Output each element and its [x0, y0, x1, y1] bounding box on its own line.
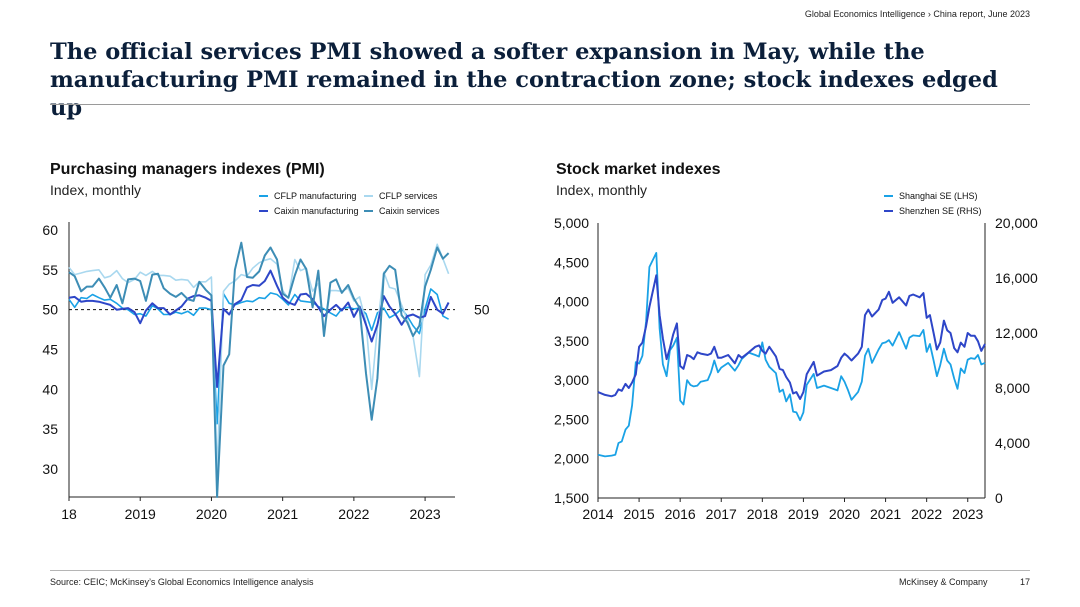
- pmi-series-caixin-services: [68, 241, 450, 498]
- page-title: The official services PMI showed a softe…: [50, 39, 998, 121]
- stock-left-tick-label: 4,000: [554, 294, 589, 310]
- stock-x-tick-label: 2023: [952, 506, 983, 522]
- pmi-reference-label: 50: [474, 302, 490, 318]
- pmi-series-cflp-manufacturing: [68, 288, 449, 425]
- pmi-y-tick-label: 40: [42, 381, 58, 397]
- page-number: 17: [1020, 577, 1031, 587]
- pmi-legend-label: CFLP services: [379, 191, 438, 201]
- pmi-y-tick-label: 50: [42, 302, 58, 318]
- stock-chart-subtitle: Index, monthly: [556, 182, 648, 198]
- stock-x-tick-label: 2016: [665, 506, 696, 522]
- stock-right-tick-label: 4,000: [995, 435, 1030, 451]
- pmi-x-tick-label: 2020: [196, 506, 227, 522]
- stock-legend-label: Shenzhen SE (RHS): [899, 206, 982, 216]
- stock-x-tick-label: 2017: [706, 506, 737, 522]
- stock-x-tick-label: 2020: [829, 506, 860, 522]
- stock-left-tick-label: 5,000: [554, 215, 589, 231]
- pmi-legend-label: Caixin manufacturing: [274, 206, 359, 216]
- pmi-y-tick-label: 45: [42, 342, 58, 358]
- stock-left-tick-label: 4,500: [554, 254, 589, 270]
- pmi-legend-label: Caixin services: [379, 206, 440, 216]
- pmi-x-tick-label: 2019: [125, 506, 156, 522]
- pmi-y-tick-label: 35: [42, 421, 58, 437]
- stock-right-tick-label: 0: [995, 490, 1003, 506]
- stock-x-tick-label: 2022: [911, 506, 942, 522]
- pmi-y-tick-label: 30: [42, 461, 58, 477]
- title-divider: [50, 104, 1030, 105]
- pmi-x-tick-label: 2022: [338, 506, 369, 522]
- stock-x-tick-label: 2021: [870, 506, 901, 522]
- brand-name: McKinsey & Company: [899, 577, 988, 587]
- footer-divider: [50, 570, 1030, 571]
- pmi-series-cflp-services: [68, 243, 450, 474]
- stock-x-tick-label: 2019: [788, 506, 819, 522]
- stock-series-shanghai-se-lhs: [597, 252, 986, 458]
- stock-chart-title: Stock market indexes: [556, 161, 721, 178]
- stock-series-shenzhen-se-rhs: [597, 274, 986, 400]
- pmi-chart-subtitle: Index, monthly: [50, 182, 142, 198]
- stock-left-tick-label: 2,000: [554, 451, 589, 467]
- pmi-y-tick-label: 55: [42, 262, 58, 278]
- stock-x-tick-label: 2018: [747, 506, 778, 522]
- stock-right-tick-label: 16,000: [995, 270, 1038, 286]
- stock-left-tick-label: 3,000: [554, 372, 589, 388]
- report-breadcrumb: Global Economics Intelligence › China re…: [804, 9, 1030, 19]
- pmi-x-tick-label: 2021: [267, 506, 298, 522]
- pmi-y-tick-label: 60: [42, 222, 58, 238]
- stock-left-tick-label: 3,500: [554, 333, 589, 349]
- stock-market-chart: 1,500 2,000 2,500 3,000 3,500 4,000 4,500 5,000…: [554, 191, 1038, 522]
- source-note: Source: CEIC; McKinsey’s Global Economic…: [50, 577, 314, 587]
- pmi-chart-title: Purchasing managers indexes (PMI): [50, 161, 325, 178]
- stock-left-tick-label: 2,500: [554, 411, 589, 427]
- stock-legend-label: Shanghai SE (LHS): [899, 191, 978, 201]
- pmi-legend-label: CFLP manufacturing: [274, 191, 356, 201]
- pmi-x-tick-label: 18: [61, 506, 77, 522]
- pmi-chart: 30 35 40 45 50 55 60 18 2019 2020 2021 2022 2023 50 CF…: [42, 191, 489, 522]
- stock-right-tick-label: 8,000: [995, 380, 1030, 396]
- stock-right-tick-label: 20,000: [995, 215, 1038, 231]
- pmi-x-tick-label: 2023: [410, 506, 441, 522]
- pmi-series-caixin-manufacturing: [68, 269, 450, 388]
- stock-left-tick-label: 1,500: [554, 490, 589, 506]
- stock-x-tick-label: 2015: [624, 506, 655, 522]
- stock-right-tick-label: 12,000: [995, 325, 1038, 341]
- stock-x-tick-label: 2014: [582, 506, 613, 522]
